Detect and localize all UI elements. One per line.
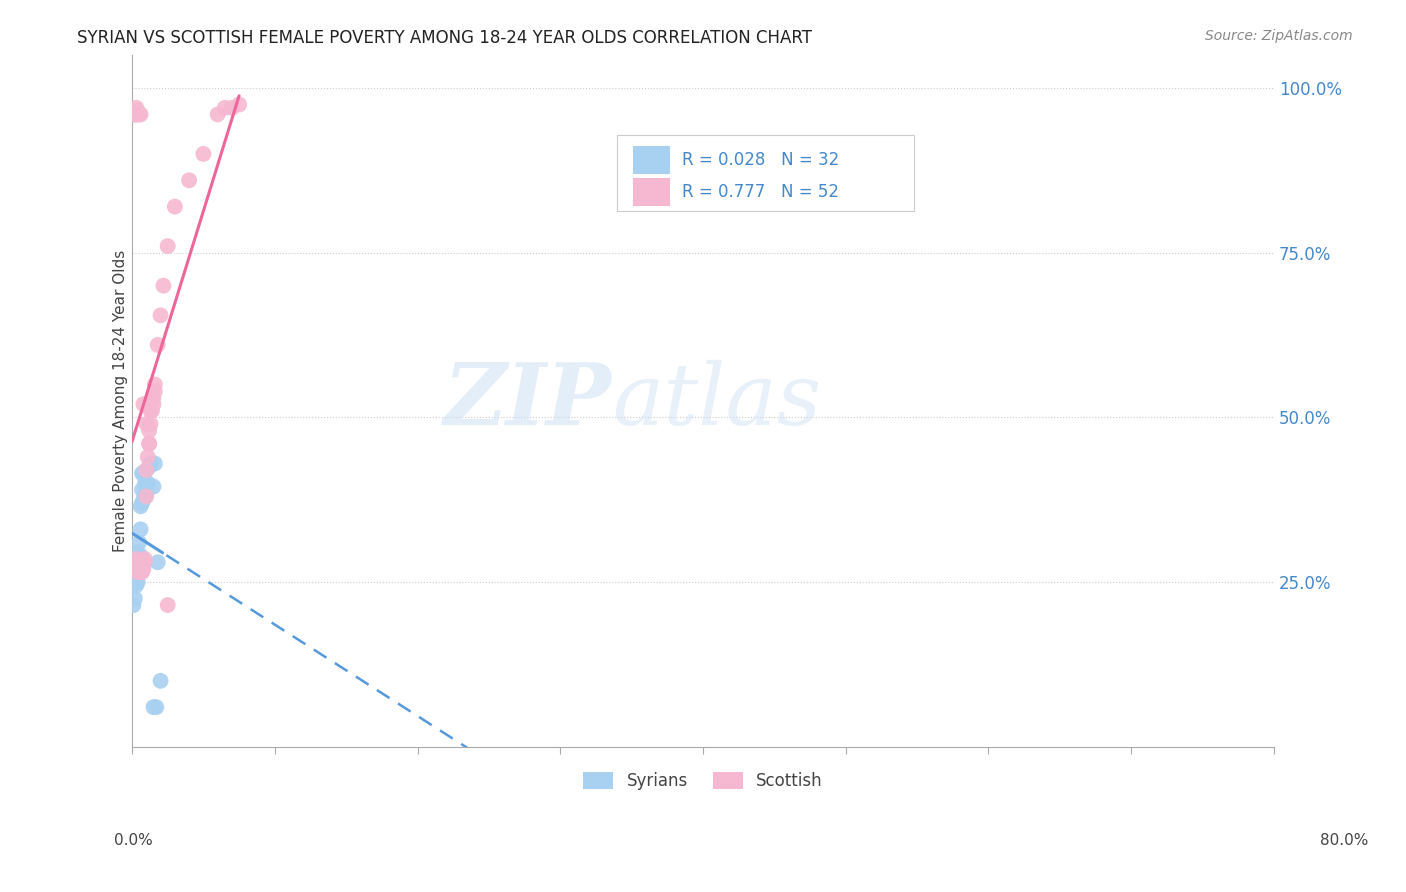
Point [132, 397, 155, 411]
Point [142, 397, 165, 411]
Y-axis label: Female Poverty Among 18-24 Year Olds: Female Poverty Among 18-24 Year Olds [114, 250, 128, 552]
Point [124, 107, 146, 121]
Point [132, 492, 155, 507]
Point [145, 700, 167, 714]
Text: 80.0%: 80.0% [1320, 833, 1368, 847]
Point [128, 107, 150, 121]
Point [134, 555, 156, 569]
Point [125, 104, 148, 119]
Point [149, 673, 172, 688]
Point [127, 107, 149, 121]
Point [125, 107, 148, 121]
Point [138, 459, 160, 474]
Point [124, 591, 146, 606]
Text: R = 0.777   N = 52: R = 0.777 N = 52 [682, 183, 839, 201]
Point [122, 598, 145, 612]
Point [214, 101, 236, 115]
Point [132, 562, 155, 576]
Point [125, 568, 148, 582]
Point [128, 555, 150, 569]
Point [128, 562, 150, 576]
Point [221, 101, 243, 115]
Text: R = 0.028   N = 32: R = 0.028 N = 32 [682, 152, 839, 169]
Point [135, 486, 157, 500]
Point [179, 173, 201, 187]
Point [131, 558, 153, 573]
Text: SYRIAN VS SCOTTISH FEMALE POVERTY AMONG 18-24 YEAR OLDS CORRELATION CHART: SYRIAN VS SCOTTISH FEMALE POVERTY AMONG … [77, 29, 813, 46]
Point [128, 535, 150, 549]
Point [138, 424, 160, 438]
Point [143, 457, 166, 471]
Point [132, 555, 155, 569]
Point [134, 552, 156, 566]
Text: 0.0%: 0.0% [114, 833, 153, 847]
Point [129, 562, 152, 576]
Point [142, 479, 165, 493]
Point [134, 490, 156, 504]
Point [127, 574, 149, 589]
Point [163, 200, 186, 214]
Point [124, 555, 146, 569]
Text: Source: ZipAtlas.com: Source: ZipAtlas.com [1205, 29, 1353, 43]
Point [129, 522, 152, 536]
Point [127, 562, 149, 576]
Point [132, 467, 155, 481]
Point [127, 545, 149, 559]
Point [143, 377, 166, 392]
Point [152, 278, 174, 293]
Point [128, 565, 150, 579]
Point [135, 463, 157, 477]
Point [125, 562, 148, 576]
Point [127, 104, 149, 119]
Point [134, 476, 156, 491]
Point [131, 496, 153, 510]
Point [129, 549, 152, 563]
Point [149, 308, 172, 322]
Point [135, 490, 157, 504]
Point [142, 700, 165, 714]
Point [142, 391, 165, 405]
Point [131, 467, 153, 481]
Point [128, 558, 150, 573]
Point [129, 565, 152, 579]
Point [228, 97, 250, 112]
Point [141, 404, 163, 418]
Text: ZIP: ZIP [444, 359, 612, 442]
Point [136, 450, 159, 464]
Point [129, 107, 152, 121]
Point [139, 417, 162, 431]
Point [193, 147, 215, 161]
Point [124, 107, 146, 121]
Point [135, 417, 157, 431]
FancyBboxPatch shape [633, 146, 669, 174]
Point [129, 500, 152, 514]
Point [138, 436, 160, 450]
Point [138, 436, 160, 450]
Point [125, 578, 148, 592]
Point [125, 101, 148, 115]
Text: atlas: atlas [612, 359, 821, 442]
Point [127, 565, 149, 579]
Point [136, 476, 159, 491]
Point [131, 483, 153, 497]
Point [139, 457, 162, 471]
Point [207, 107, 229, 121]
Point [143, 384, 166, 398]
Point [156, 598, 179, 612]
Point [124, 562, 146, 576]
Point [135, 463, 157, 477]
Point [139, 404, 162, 418]
Legend: Syrians, Scottish: Syrians, Scottish [576, 765, 830, 797]
Point [131, 565, 153, 579]
Point [146, 338, 169, 352]
Point [156, 239, 179, 253]
FancyBboxPatch shape [617, 135, 914, 211]
Point [125, 552, 148, 566]
Point [127, 558, 149, 573]
Point [146, 555, 169, 569]
Point [125, 555, 148, 569]
FancyBboxPatch shape [633, 178, 669, 206]
